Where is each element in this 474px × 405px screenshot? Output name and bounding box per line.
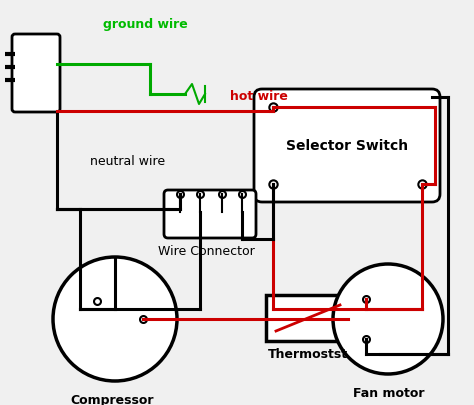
- Text: Selector Switch: Selector Switch: [286, 139, 408, 153]
- Text: Wire Connector: Wire Connector: [158, 244, 255, 257]
- Text: hot wire: hot wire: [230, 90, 288, 103]
- Circle shape: [53, 257, 177, 381]
- Circle shape: [333, 264, 443, 374]
- FancyBboxPatch shape: [266, 295, 350, 341]
- Text: Compressor: Compressor: [70, 393, 154, 405]
- FancyBboxPatch shape: [12, 35, 60, 113]
- Text: Thermostst: Thermostst: [268, 347, 348, 360]
- Text: neutral wire: neutral wire: [90, 155, 165, 168]
- Text: Fan motor: Fan motor: [353, 386, 425, 399]
- Text: ground wire: ground wire: [103, 18, 187, 31]
- FancyBboxPatch shape: [254, 90, 440, 202]
- FancyBboxPatch shape: [164, 190, 256, 239]
